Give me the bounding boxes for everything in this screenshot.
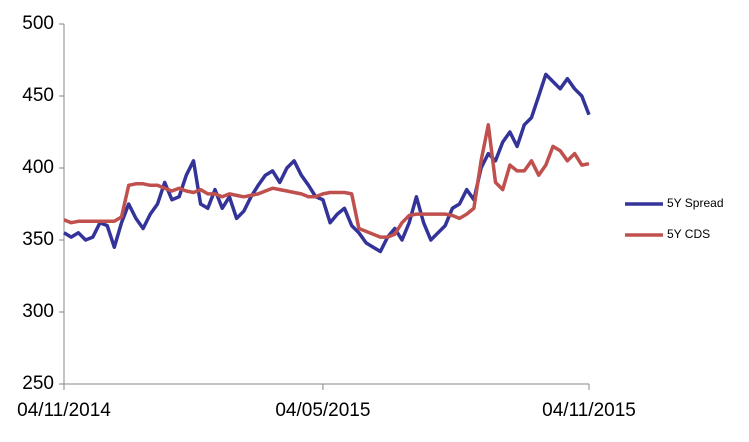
y-tick-label: 450 (22, 85, 54, 106)
legend-label: 5Y Spread (667, 196, 724, 210)
legend-label: 5Y CDS (667, 227, 710, 241)
y-tick-label: 300 (22, 301, 54, 322)
x-tick-label: 04/05/2015 (275, 400, 370, 421)
y-tick-label: 500 (22, 13, 54, 34)
series-line (63, 123, 590, 239)
x-tick-label: 04/11/2015 (542, 400, 636, 421)
y-tick-label: 400 (22, 157, 54, 178)
series-line (63, 72, 591, 254)
y-tick-label: 250 (22, 373, 54, 394)
x-tick-label: 04/11/2014 (17, 400, 111, 421)
y-tick-label: 350 (22, 229, 54, 250)
